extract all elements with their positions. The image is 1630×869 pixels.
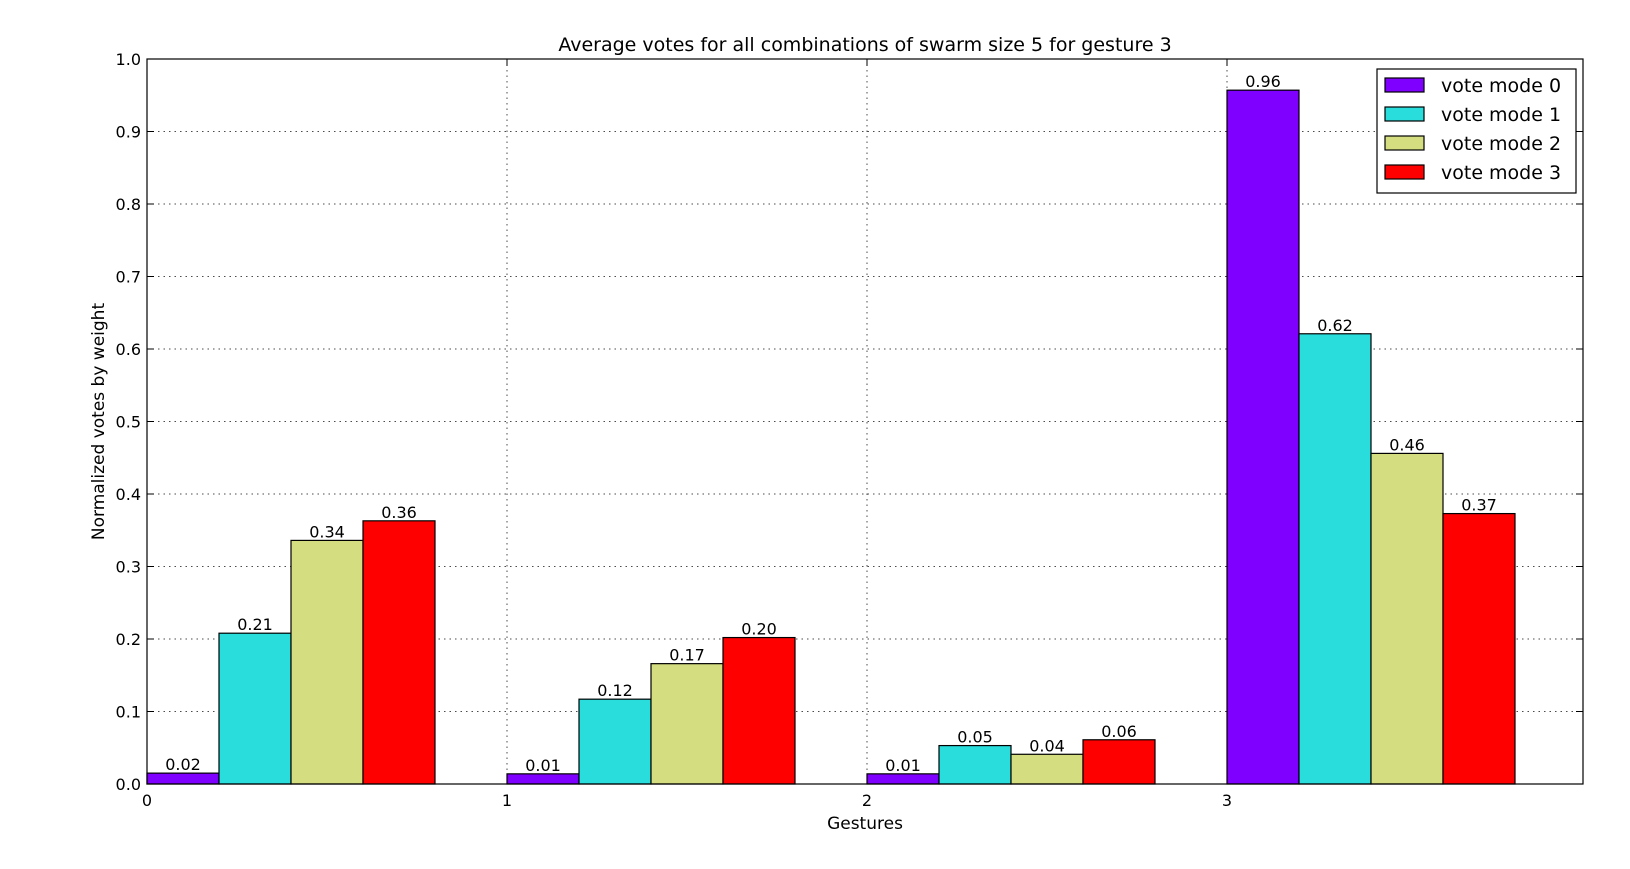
legend-label: vote mode 3 (1441, 162, 1561, 184)
data-label: 0.01 (525, 756, 561, 775)
data-label: 0.21 (237, 615, 273, 634)
y-tick-label: 0.9 (116, 123, 141, 142)
bar (506, 773, 580, 785)
bar (1082, 739, 1156, 785)
x-tick-label: 1 (502, 791, 512, 810)
data-label: 0.06 (1101, 722, 1137, 741)
y-tick-label: 0.3 (116, 558, 141, 577)
legend-label: vote mode 1 (1441, 104, 1561, 126)
bar (938, 744, 1012, 785)
bar (722, 636, 796, 785)
bar (1370, 452, 1444, 785)
x-axis-title: Gestures (827, 814, 903, 834)
bar (362, 520, 436, 785)
axis-ticks: 0.0 0.1 0.2 0.3 0.4 0.5 0.6 0.7 0.8 0.9 1.0 0 1 2 3 (116, 50, 1583, 810)
legend-swatch (1384, 77, 1425, 93)
data-label: 0.37 (1461, 496, 1497, 515)
legend-label: vote mode 2 (1441, 133, 1561, 155)
bars (146, 89, 1516, 785)
legend-label: vote mode 0 (1441, 75, 1561, 97)
data-label: 0.04 (1029, 736, 1065, 755)
data-label: 0.34 (309, 522, 345, 541)
y-tick-label: 0.5 (116, 413, 141, 432)
legend-swatch (1384, 135, 1425, 151)
y-tick-label: 0.1 (116, 703, 141, 722)
legend-swatch (1384, 164, 1425, 180)
y-tick-label: 0.0 (116, 775, 141, 794)
bar (1226, 89, 1300, 785)
y-axis-title: Normalized votes by weight (89, 303, 109, 541)
y-tick-label: 0.4 (116, 485, 141, 504)
data-label: 0.46 (1389, 435, 1425, 454)
bar (578, 698, 652, 785)
data-label: 0.17 (669, 646, 705, 665)
chart-title: Average votes for all combinations of sw… (558, 34, 1171, 56)
y-tick-label: 0.6 (116, 340, 141, 359)
y-tick-label: 0.2 (116, 630, 141, 649)
legend: vote mode 0 vote mode 1 vote mode 2 vote mo… (1376, 68, 1577, 194)
x-tick-label: 0 (142, 791, 152, 810)
data-label: 0.62 (1317, 316, 1353, 335)
bar (146, 772, 220, 785)
x-tick-label: 3 (1222, 791, 1232, 810)
y-tick-label: 1.0 (116, 50, 141, 69)
data-label: 0.20 (741, 620, 777, 639)
bar (1010, 753, 1084, 785)
bar (1442, 512, 1516, 785)
data-label: 0.12 (597, 681, 633, 700)
data-labels: 0.02 0.01 0.01 0.96 0.21 0.12 0.05 0.62 0.34 0.17… (165, 72, 1497, 775)
bar (1298, 333, 1372, 785)
bar (218, 632, 292, 785)
bar (866, 773, 940, 785)
data-label: 0.05 (957, 728, 993, 747)
data-label: 0.36 (381, 503, 417, 522)
legend-swatch (1384, 106, 1425, 122)
x-tick-label: 2 (862, 791, 872, 810)
bar (290, 539, 364, 785)
bar (650, 663, 724, 785)
y-tick-label: 0.7 (116, 268, 141, 287)
y-tick-label: 0.8 (116, 195, 141, 214)
data-label: 0.02 (165, 755, 201, 774)
data-label: 0.96 (1245, 72, 1281, 91)
data-label: 0.01 (885, 756, 921, 775)
